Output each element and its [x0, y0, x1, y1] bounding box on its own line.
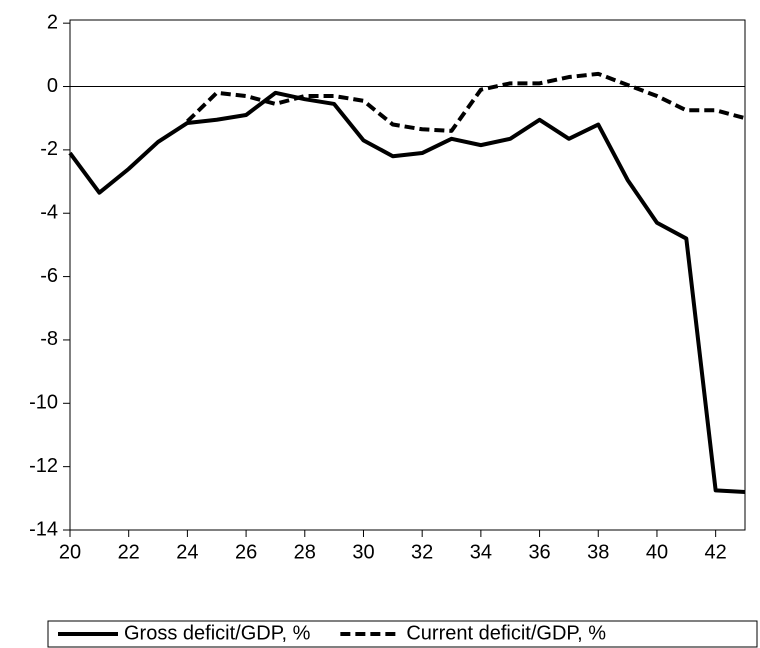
y-tick-label: 0 [47, 75, 58, 97]
series-line [185, 71, 746, 133]
legend-label: Current deficit/GDP, % [406, 622, 606, 644]
x-tick-label: 30 [352, 541, 374, 563]
y-tick-label: -8 [40, 328, 58, 350]
y-tick-label: -12 [29, 455, 58, 477]
y-tick-label: -6 [40, 265, 58, 287]
plot-frame [69, 19, 746, 531]
x-tick-label: 32 [411, 541, 433, 563]
series-line [68, 90, 746, 494]
y-tick-label: -2 [40, 138, 58, 160]
y-tick-label: -10 [29, 392, 58, 414]
x-tick-label: 22 [118, 541, 140, 563]
y-tick-label: -4 [40, 202, 58, 224]
x-tick-label: 40 [646, 541, 668, 563]
x-tick-label: 36 [528, 541, 550, 563]
x-tick-label: 34 [470, 541, 492, 563]
x-tick-label: 42 [705, 541, 727, 563]
x-tick-label: 26 [235, 541, 257, 563]
x-tick-label: 20 [59, 541, 81, 563]
legend-box [47, 620, 758, 648]
x-tick-label: 24 [176, 541, 198, 563]
y-tick-label: 2 [47, 11, 58, 33]
x-tick-label: 38 [587, 541, 609, 563]
y-tick-label: -14 [29, 518, 58, 540]
legend-label: Gross deficit/GDP, % [124, 622, 311, 644]
x-tick-label: 28 [294, 541, 316, 563]
